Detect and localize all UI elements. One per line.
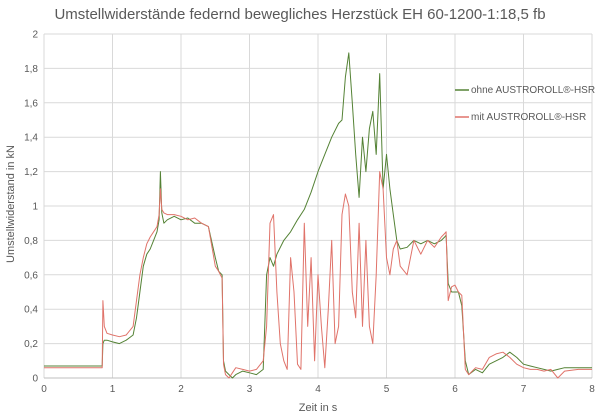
y-tick-label: 1,8 — [24, 64, 38, 75]
x-tick-label: 1 — [110, 384, 116, 395]
grid-lines — [43, 33, 593, 379]
y-tick-label: 0,6 — [24, 270, 38, 281]
y-tick-label: 0,4 — [24, 305, 38, 316]
legend: ohne AUSTROROLL®-HSR mit AUSTROROLL®-HSR — [455, 85, 595, 123]
x-tick-label: 4 — [315, 384, 321, 395]
x-tick-label: 2 — [178, 384, 184, 395]
axes: 0 0,2 0,4 0,6 0,8 1 1,2 1,4 1,6 1,8 2 0 1 2 3 4 5 6 7 8 — [24, 30, 595, 396]
y-tick-label: 0,8 — [24, 236, 38, 247]
x-tick-label: 5 — [384, 384, 390, 395]
legend-label: ohne AUSTROROLL®-HSR — [471, 85, 595, 96]
x-tick-label: 6 — [452, 384, 458, 395]
y-tick-label: 1 — [32, 202, 38, 213]
y-tick-label: 0 — [32, 374, 38, 385]
x-tick-label: 0 — [41, 384, 47, 395]
legend-label: mit AUSTROROLL®-HSR — [471, 112, 586, 123]
x-tick-label: 7 — [521, 384, 527, 395]
series-line-mit — [44, 171, 592, 379]
chart-title: Umstellwiderstände federnd bewegliches H… — [54, 6, 546, 23]
y-tick-label: 1,4 — [24, 133, 38, 144]
x-axis-label: Zeit in s — [299, 402, 338, 414]
y-tick-label: 1,6 — [24, 98, 38, 109]
x-tick-label: 8 — [589, 384, 595, 395]
y-tick-label: 1,2 — [24, 167, 38, 178]
series-lines — [44, 52, 592, 379]
y-tick-label: 2 — [32, 30, 38, 41]
y-tick-label: 0,2 — [24, 339, 38, 350]
y-axis-label: Umstellwiderstand in kN — [5, 145, 17, 263]
x-tick-label: 3 — [247, 384, 253, 395]
